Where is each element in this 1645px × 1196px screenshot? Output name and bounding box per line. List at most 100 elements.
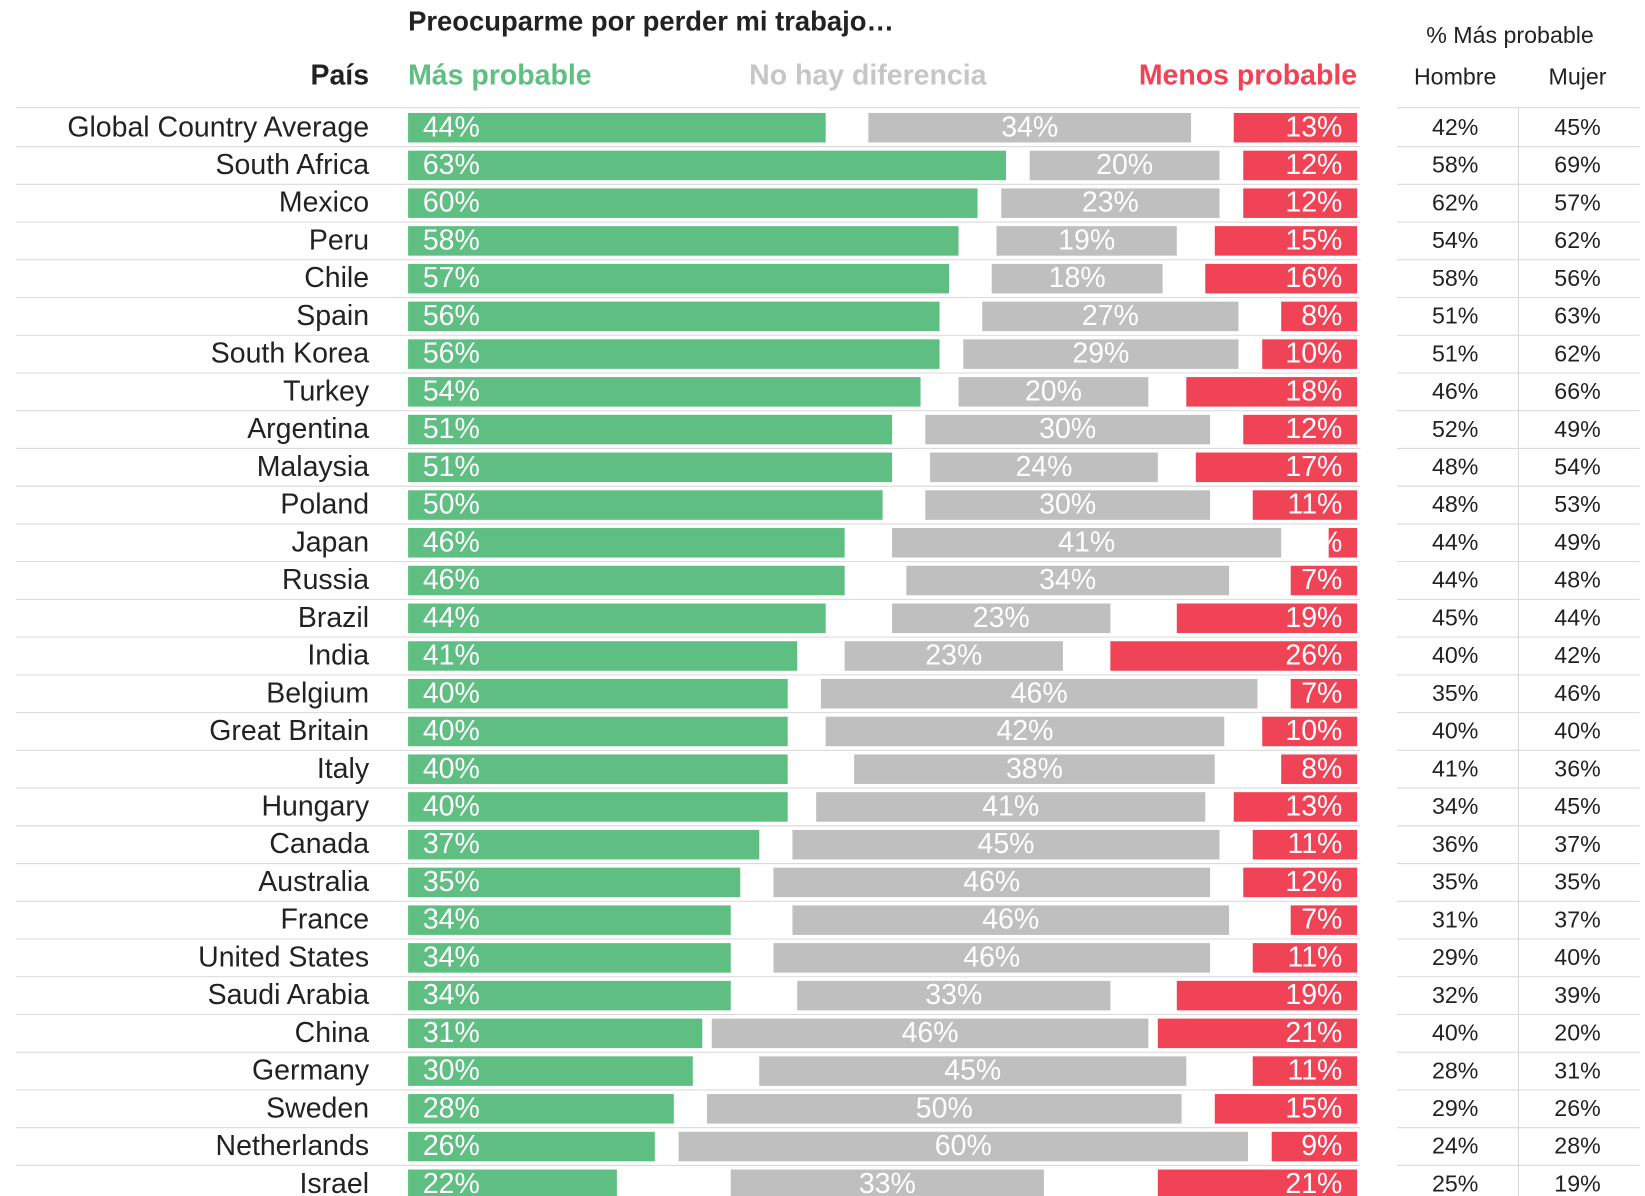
- bar: [1262, 339, 1358, 369]
- legend-label: Más probable: [408, 60, 592, 92]
- table-cell: 31%: [1554, 1057, 1600, 1083]
- bar-label: 60%: [423, 187, 480, 219]
- bar: [892, 603, 1111, 634]
- table-cell: 40%: [1554, 718, 1600, 744]
- bar-label: 13%: [1285, 791, 1342, 823]
- bar-label: 28%: [423, 1092, 480, 1124]
- bar-label: 30%: [423, 1055, 480, 1087]
- bar-label: 46%: [902, 1017, 959, 1049]
- bar: [408, 641, 798, 671]
- table-cell: 28%: [1554, 1133, 1600, 1159]
- bar: [408, 829, 760, 860]
- bar-label: 3%: [1301, 526, 1342, 558]
- bar: [1157, 1018, 1358, 1049]
- bar: [1281, 754, 1358, 784]
- bar-label: 63%: [423, 149, 480, 181]
- category-label: France: [280, 904, 369, 936]
- bar: [408, 150, 1006, 181]
- bar: [408, 1094, 674, 1124]
- bar-label: 8%: [1301, 753, 1342, 785]
- bar-label: 33%: [859, 1168, 916, 1196]
- category-label: Turkey: [283, 375, 370, 407]
- category-label: China: [295, 1017, 370, 1049]
- bar-label: 21%: [1285, 1017, 1342, 1049]
- bar: [1281, 301, 1358, 332]
- bar-label: 46%: [423, 526, 480, 558]
- bar: [408, 792, 788, 822]
- table-header: % Más probable: [1426, 22, 1594, 48]
- bar-label: 19%: [1285, 602, 1342, 634]
- bar-label: 20%: [1096, 149, 1153, 181]
- bar: [408, 112, 826, 143]
- table-cell: 40%: [1554, 944, 1600, 970]
- bar-label: 40%: [423, 753, 480, 785]
- bar-label: 41%: [982, 791, 1039, 823]
- table-cell: 19%: [1554, 1170, 1600, 1196]
- category-label: Netherlands: [216, 1130, 370, 1162]
- table-cell: 20%: [1554, 1020, 1600, 1046]
- table-cell: 62%: [1554, 340, 1600, 366]
- bar-label: 42%: [996, 715, 1053, 747]
- bar: [678, 1131, 1248, 1162]
- table-cell: 56%: [1554, 265, 1600, 291]
- bar: [1233, 112, 1358, 143]
- category-label: Mexico: [279, 187, 369, 219]
- category-label: Malaysia: [257, 451, 369, 483]
- bar-label: 46%: [423, 564, 480, 596]
- category-label: India: [307, 640, 369, 672]
- category-label: Belgium: [266, 677, 369, 709]
- table-cell: 69%: [1554, 152, 1600, 178]
- chart-title: Preocuparme por perder mi trabajo…: [408, 6, 894, 37]
- bar: [816, 792, 1206, 822]
- bar: [1029, 150, 1220, 181]
- bar: [906, 565, 1230, 596]
- bar: [408, 603, 826, 634]
- bar-label: 33%: [925, 979, 982, 1011]
- table-cell: 35%: [1432, 869, 1478, 895]
- bar: [408, 716, 788, 747]
- bar: [892, 528, 1282, 558]
- bar-label: 37%: [423, 828, 480, 860]
- table-cell: 54%: [1432, 227, 1478, 253]
- bar: [408, 414, 893, 445]
- category-label: Peru: [309, 224, 369, 256]
- bar: [408, 1169, 617, 1196]
- bar: [1243, 867, 1358, 898]
- bar: [1290, 905, 1358, 935]
- bar-label: 30%: [1039, 489, 1096, 521]
- bar: [1001, 188, 1220, 218]
- bar: [1271, 1131, 1358, 1162]
- bar-label: 24%: [1015, 451, 1072, 483]
- bar: [1252, 829, 1358, 860]
- table-cell: 31%: [1432, 906, 1478, 932]
- bar-label: 41%: [1058, 526, 1115, 558]
- column-header: Hombre: [1414, 63, 1496, 89]
- category-label: South Korea: [211, 338, 369, 370]
- bar-label: 7%: [1301, 677, 1342, 709]
- bar-label: 22%: [423, 1168, 480, 1196]
- table-cell: 42%: [1432, 114, 1478, 140]
- bar: [825, 716, 1225, 747]
- bar: [408, 226, 959, 256]
- category-label: Saudi Arabia: [208, 979, 370, 1011]
- bar-label: 19%: [1058, 224, 1115, 256]
- category-label: Chile: [304, 262, 369, 294]
- bar: [1110, 641, 1358, 671]
- bar: [408, 754, 788, 784]
- bar-label: 46%: [963, 941, 1020, 973]
- bar: [408, 339, 940, 369]
- bar-label: 44%: [423, 111, 480, 143]
- bar: [1252, 1056, 1358, 1086]
- bar-label: 17%: [1285, 451, 1342, 483]
- table-cell: 26%: [1554, 1095, 1600, 1121]
- bar: [408, 943, 731, 973]
- bar-label: 8%: [1301, 300, 1342, 332]
- table-cell: 29%: [1432, 944, 1478, 970]
- table-cell: 62%: [1554, 227, 1600, 253]
- bar-label: 29%: [1072, 338, 1129, 370]
- bar: [930, 452, 1158, 483]
- bar: [730, 1169, 1044, 1196]
- bar-label: 35%: [423, 866, 480, 898]
- table-cell: 37%: [1554, 831, 1600, 857]
- bar-label: 7%: [1301, 904, 1342, 936]
